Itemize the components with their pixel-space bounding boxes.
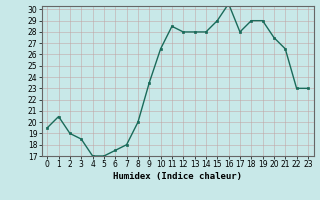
X-axis label: Humidex (Indice chaleur): Humidex (Indice chaleur) <box>113 172 242 181</box>
